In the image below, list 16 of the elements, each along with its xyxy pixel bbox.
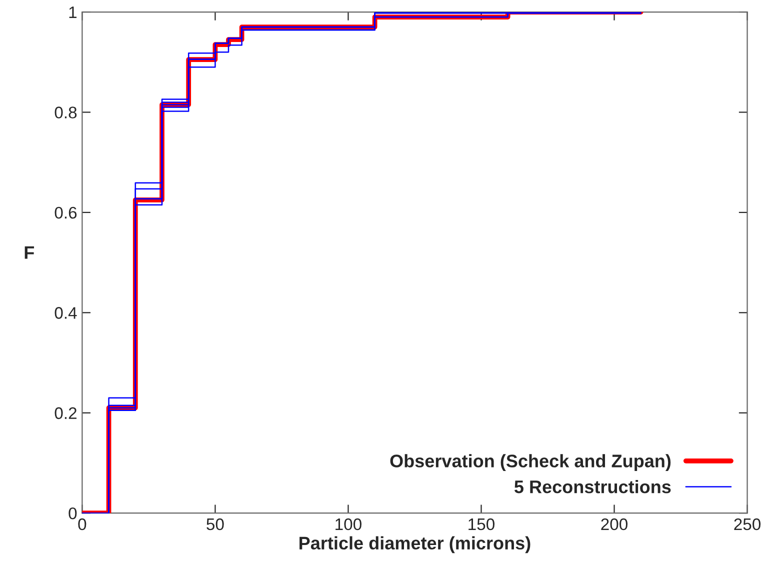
x-tick-label: 0 [78, 518, 86, 530]
x-tick-label: 50 [206, 518, 224, 530]
y-tick-label: 0.8 [54, 106, 77, 118]
y-tick-label: 0.6 [54, 206, 77, 219]
y-tick-label: 0.2 [54, 407, 76, 420]
y-tick-label: 0.4 [54, 307, 77, 319]
x-axis-title: Particle diameter (microns) [300, 536, 530, 554]
y-tick-label: 0 [68, 507, 77, 520]
x-tick-label: 250 [734, 518, 761, 530]
y-axis-title: F [24, 246, 34, 259]
x-tick-label: 150 [468, 518, 494, 530]
x-tick-label: 100 [336, 518, 362, 530]
y-tick-label: 1 [69, 6, 76, 18]
x-tick-label: 200 [601, 518, 628, 530]
legend-label: 5 Reconstructions [514, 480, 671, 494]
legend-label: Observation (Scheck and Zupan) [390, 454, 671, 471]
